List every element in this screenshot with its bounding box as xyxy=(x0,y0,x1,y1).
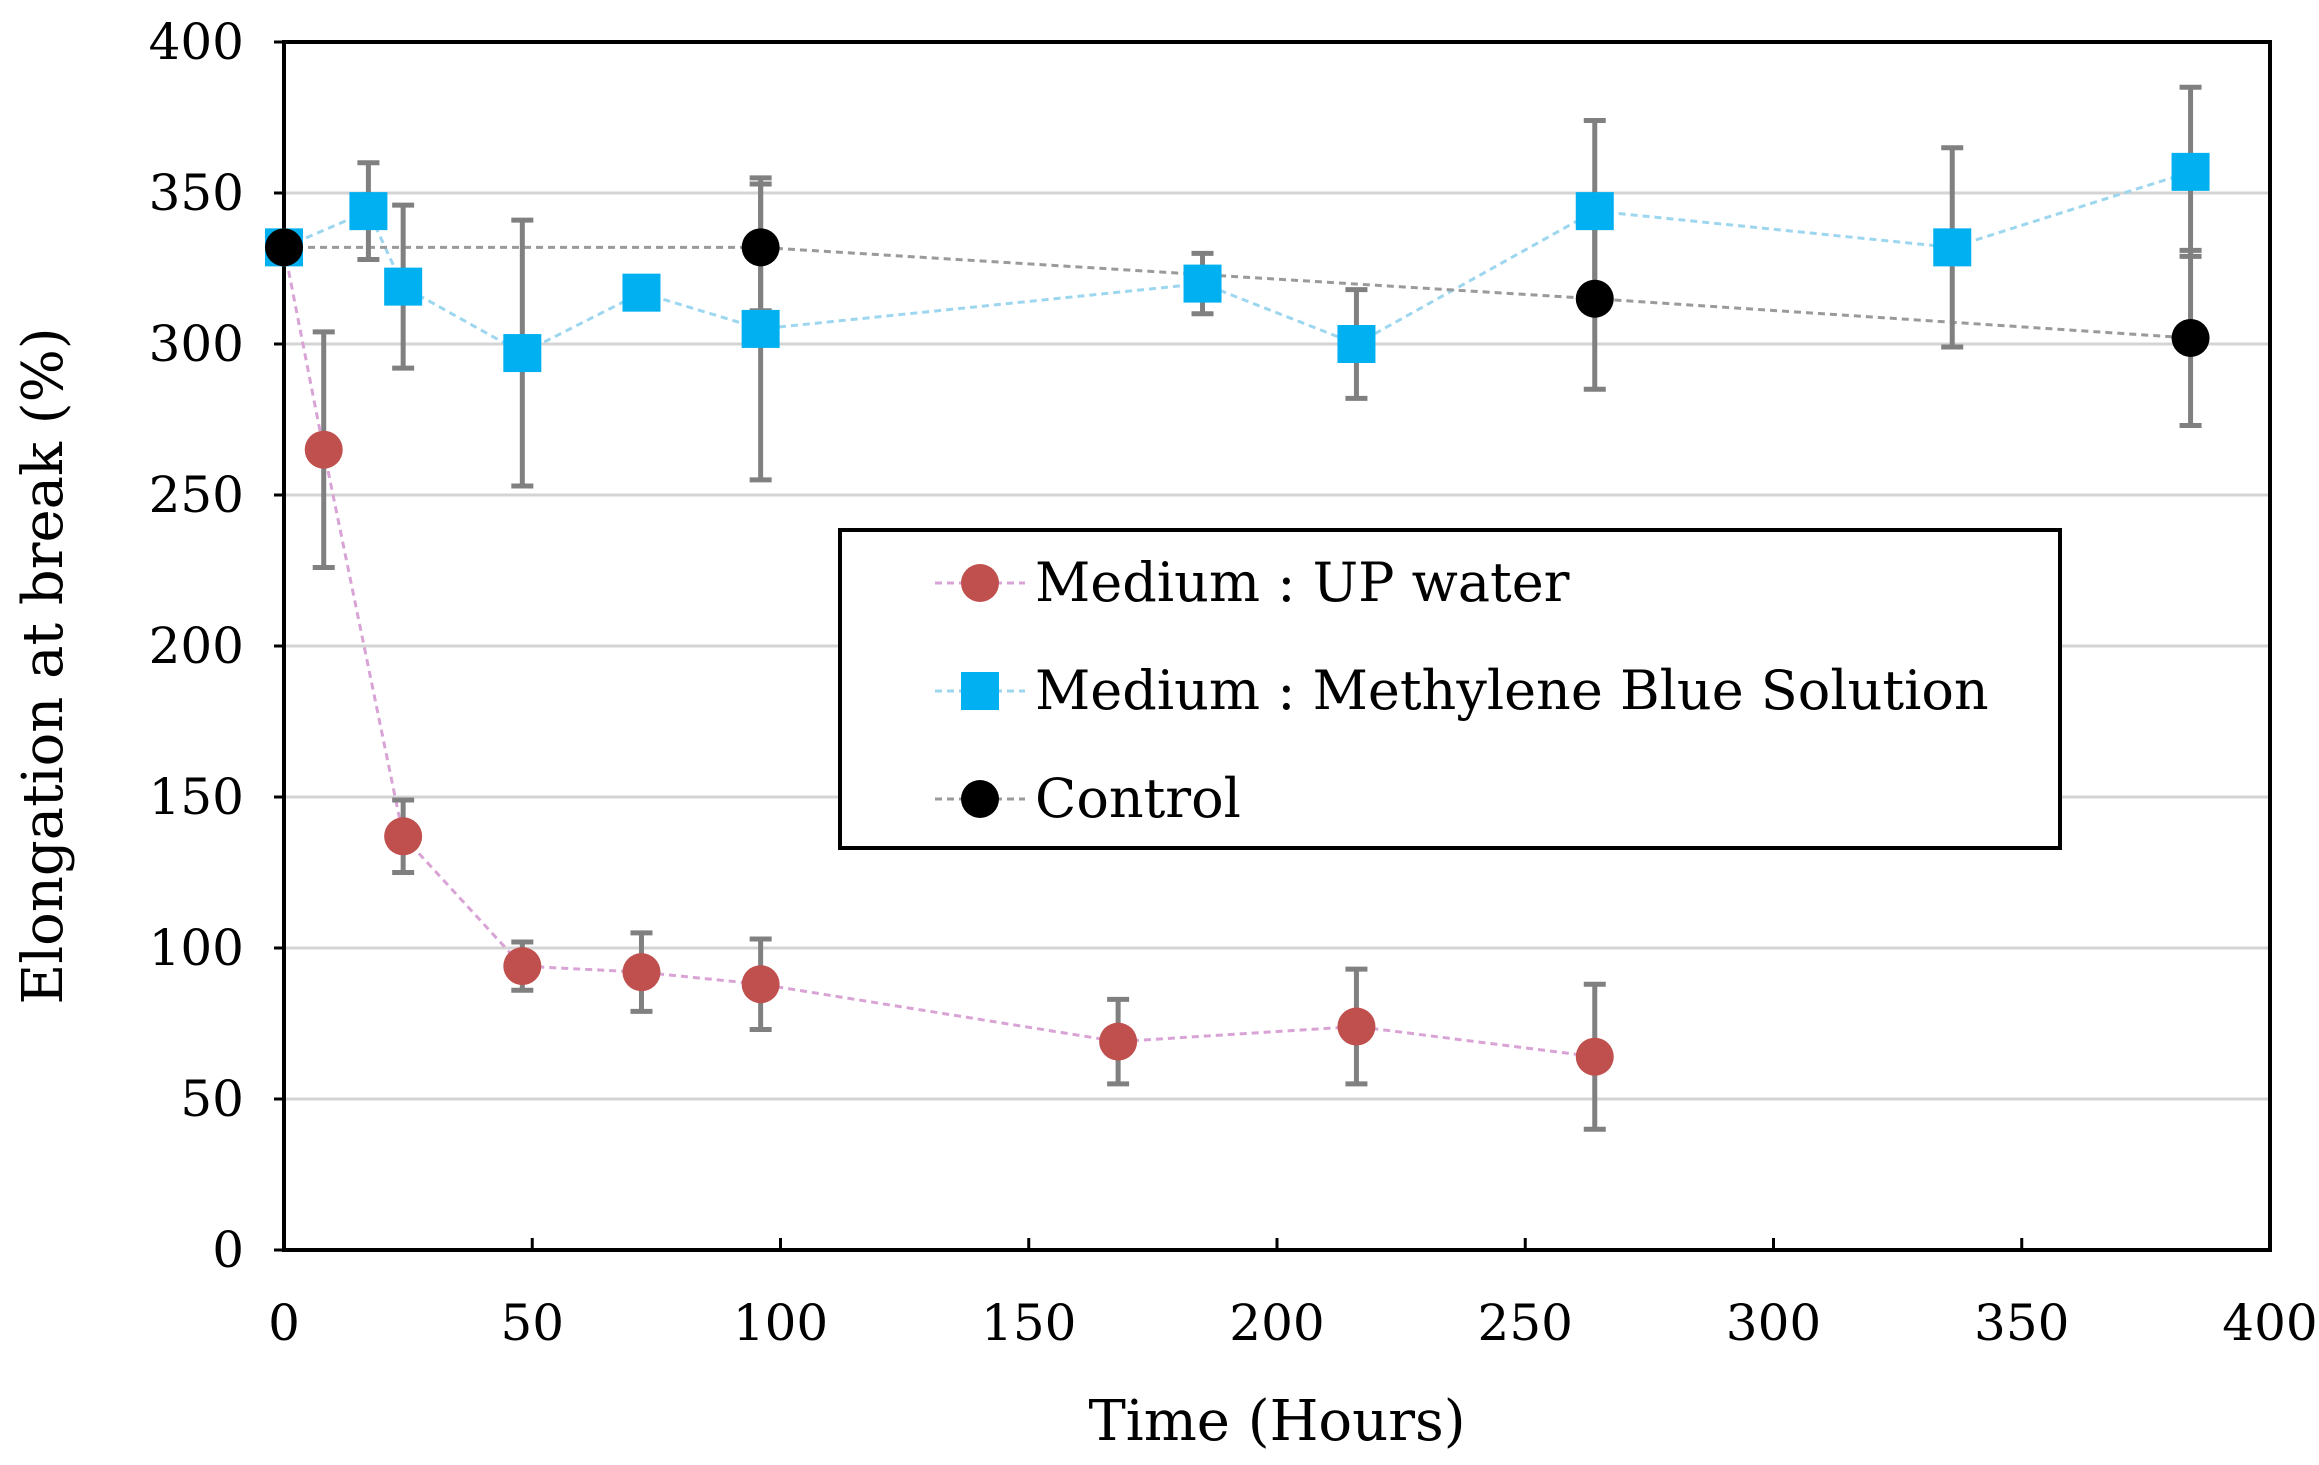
data-point-control-3 xyxy=(2171,318,2210,357)
data-point-medium-up-water-6 xyxy=(1099,1022,1138,1061)
legend-label: Medium : UP water xyxy=(1035,551,1570,614)
legend-entry-2: Control xyxy=(935,767,1241,830)
x-tick-label-300: 300 xyxy=(1726,1294,1821,1352)
legend-label: Medium : Methylene Blue Solution xyxy=(1035,659,1989,722)
data-point-medium-methylene-blue-solution-5 xyxy=(741,309,780,348)
data-point-medium-up-water-5 xyxy=(741,965,780,1004)
legend-entry-0: Medium : UP water xyxy=(935,551,1570,614)
legend-label: Control xyxy=(1035,767,1241,830)
data-point-medium-up-water-2 xyxy=(384,817,423,856)
x-tick-label-250: 250 xyxy=(1478,1294,1573,1352)
x-tick-label-50: 50 xyxy=(500,1294,564,1352)
legend-marker xyxy=(961,564,999,602)
y-tick-label-250: 250 xyxy=(149,466,244,524)
legend-marker xyxy=(961,780,999,818)
y-tick-label-400: 400 xyxy=(149,13,244,71)
y-tick-label-350: 350 xyxy=(149,164,244,222)
data-point-medium-methylene-blue-solution-7 xyxy=(1337,325,1376,363)
data-point-medium-up-water-4 xyxy=(622,953,661,992)
data-point-medium-methylene-blue-solution-2 xyxy=(384,267,423,306)
data-point-control-2 xyxy=(1575,279,1614,318)
y-tick-label-150: 150 xyxy=(149,768,244,826)
axis-ticks: 0 50 100 150 200 250 300 350 400 0 50 100 150 200 250 3… xyxy=(149,13,2318,1352)
x-tick-label-0: 0 xyxy=(268,1294,300,1352)
data-point-medium-methylene-blue-solution-1 xyxy=(349,192,388,231)
legend-entry-1: Medium : Methylene Blue Solution xyxy=(935,659,1989,722)
data-point-control-1 xyxy=(741,228,780,267)
legend-box xyxy=(838,528,2062,850)
data-point-medium-methylene-blue-solution-8 xyxy=(1575,192,1614,231)
x-tick-label-150: 150 xyxy=(981,1294,1076,1352)
series-line-medium-up-water xyxy=(282,247,1595,1059)
data-point-medium-up-water-8 xyxy=(1575,1037,1614,1076)
x-tick-label-350: 350 xyxy=(1974,1294,2069,1352)
series-line-control xyxy=(284,245,2191,340)
y-tick-label-200: 200 xyxy=(149,617,244,675)
y-tick-label-100: 100 xyxy=(149,919,244,977)
data-point-medium-up-water-7 xyxy=(1337,1007,1376,1046)
y-tick-label-0: 0 xyxy=(212,1221,244,1279)
x-tick-label-100: 100 xyxy=(733,1294,828,1352)
data-point-medium-methylene-blue-solution-10 xyxy=(2171,152,2210,191)
legend: Medium : UP water Medium : Methylene Blue… xyxy=(838,528,2062,850)
data-point-medium-up-water-1 xyxy=(304,430,343,469)
data-markers xyxy=(265,152,2210,1076)
data-point-medium-methylene-blue-solution-3 xyxy=(503,334,542,373)
data-point-medium-methylene-blue-solution-4 xyxy=(622,273,661,312)
data-point-medium-up-water-3 xyxy=(503,947,542,986)
y-tick-label-300: 300 xyxy=(149,315,244,373)
x-tick-label-200: 200 xyxy=(1229,1294,1324,1352)
x-axis-title: Time (Hours) xyxy=(1088,1389,1465,1454)
data-point-medium-methylene-blue-solution-9 xyxy=(1933,228,1972,267)
y-axis-title: Elongation at break (%) xyxy=(11,327,76,1004)
data-point-control-0 xyxy=(265,228,303,267)
data-point-medium-methylene-blue-solution-6 xyxy=(1183,264,1222,303)
series-line-medium-methylene-blue-solution xyxy=(283,170,2192,355)
legend-marker xyxy=(961,672,999,710)
y-tick-label-50: 50 xyxy=(180,1070,244,1128)
x-tick-label-400: 400 xyxy=(2222,1294,2317,1352)
